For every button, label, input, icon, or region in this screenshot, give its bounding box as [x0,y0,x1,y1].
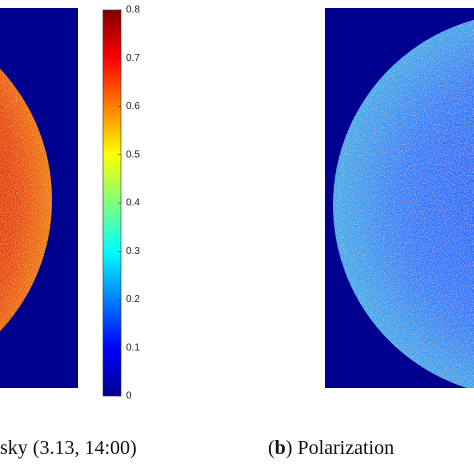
caption-text: Polarization [297,437,394,459]
caption-b: (b) Polarization [268,437,394,459]
colorbar-tick-label: 0 [126,391,132,402]
right-image [325,8,474,388]
caption-label: b [275,437,286,459]
colorbar-tick-label: 0.1 [126,342,140,353]
colorbar-tick-label: 0.6 [126,101,140,112]
colorbar-tick-label: 0.4 [126,198,140,209]
colorbar-tick-label: 0.3 [126,246,140,257]
caption-a: sky (3.13, 14:00) [0,437,137,459]
colorbar-tick-label: 0.2 [126,294,140,305]
colorbar-tick-label: 0.5 [126,149,140,160]
colorbar-tick-label: 0.8 [126,5,140,16]
left-image [0,8,78,388]
colorbar-tick-label: 0.7 [126,53,140,64]
